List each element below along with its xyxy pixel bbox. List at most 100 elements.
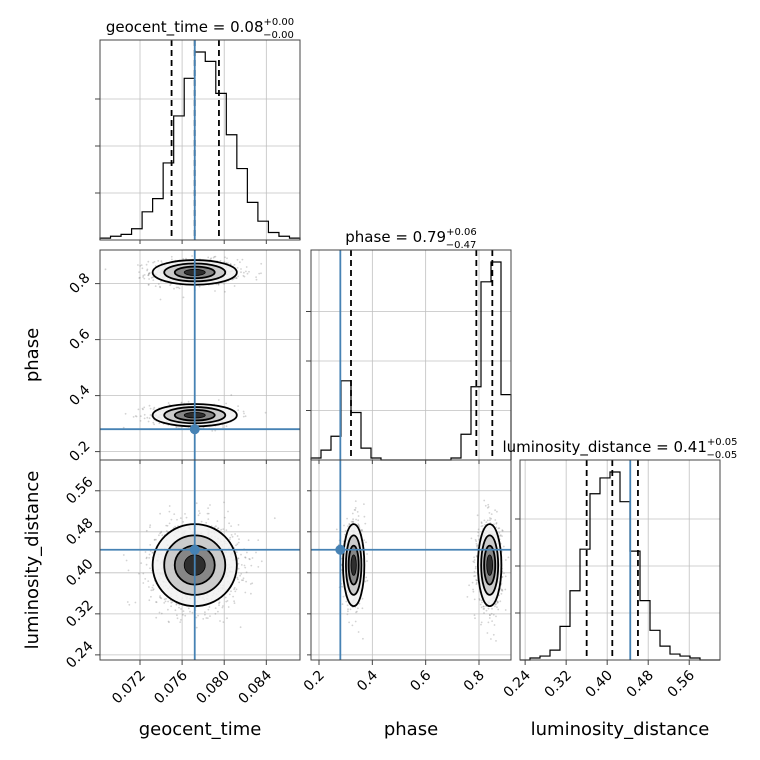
scatter-point [225, 600, 228, 603]
scatter-point [242, 579, 245, 582]
scatter-point [481, 601, 483, 604]
scatter-point [149, 524, 152, 527]
hist-step-luminosity_distance [520, 471, 720, 661]
frame-hist-luminosity_distance [519, 459, 721, 661]
scatter-point [478, 599, 481, 601]
scatter-point [494, 603, 497, 606]
scatter-point [360, 529, 362, 531]
scatter-point [498, 531, 501, 534]
scatter-point [482, 608, 485, 610]
scatter-point [140, 562, 143, 564]
scatter-point [195, 626, 198, 629]
scatter-point [217, 610, 219, 613]
scatter-point [358, 525, 361, 528]
scatter-point [237, 557, 240, 560]
scatter-point [153, 260, 156, 263]
scatter-point [160, 530, 163, 533]
scatter-point [207, 512, 210, 515]
scatter-point [198, 285, 201, 288]
title-sup-luminosity_distance: +0.05 [707, 437, 738, 448]
scatter-point [473, 614, 476, 617]
scatter-point [364, 580, 367, 583]
scatter-point [229, 536, 232, 539]
scatter-point [160, 531, 162, 534]
scatter-point [197, 514, 200, 517]
scatter-point [363, 515, 366, 518]
scatter-point [233, 602, 236, 604]
frame-layer [95, 39, 721, 665]
scatter-point [209, 615, 211, 617]
xtick-label-geocent_time-1: 0.076 [151, 667, 191, 707]
scatter-point [357, 631, 360, 633]
scatter-point [245, 580, 248, 583]
scatter-point [500, 589, 503, 592]
scatter-point [490, 612, 493, 615]
scatter-point [347, 610, 349, 613]
scatter-point [475, 579, 477, 581]
frame-scatter-luminosity_distance-vs-phase [310, 459, 512, 661]
scatter-point [148, 553, 151, 556]
scatter-point [351, 520, 354, 523]
scatter-point [476, 514, 479, 517]
scatter-point [350, 520, 353, 523]
scatter-point [143, 413, 146, 416]
scatter-point [180, 608, 182, 610]
scatter-point [214, 612, 217, 615]
scatter-point [487, 506, 490, 508]
scatter-point [187, 607, 190, 610]
scatter-point [480, 599, 483, 602]
scatter-point [475, 540, 478, 543]
scatter-point [482, 605, 485, 608]
scatter-point [167, 620, 170, 623]
scatter-point [495, 640, 497, 642]
scatter-point [474, 617, 476, 620]
contour-scatter-luminosity_distance-vs-phase-mode1-level3 [486, 554, 494, 576]
scatter-point [182, 610, 185, 612]
scatter-point [180, 402, 183, 404]
scatter-point [480, 521, 483, 523]
scatter-point [242, 274, 245, 277]
scatter-point [234, 590, 237, 593]
scatter-point [356, 511, 359, 513]
scatter-point [474, 538, 477, 541]
scatter-point [490, 517, 492, 520]
scatter-point [245, 571, 248, 574]
scatter-point [214, 290, 216, 292]
scatter-point [132, 416, 135, 418]
scatter-point [165, 524, 168, 527]
scatter-point [159, 298, 162, 301]
frame-hist-geocent_time [99, 39, 301, 241]
scatter-point [226, 600, 229, 602]
scatter-point [251, 582, 254, 585]
scatter-point [152, 589, 154, 591]
scatter-point [363, 539, 365, 542]
scatter-point [207, 608, 210, 611]
scatter-point [366, 553, 368, 555]
scatter-point [246, 272, 249, 275]
scatter-point [207, 256, 210, 259]
scatter-point [237, 541, 240, 544]
scatter-point [191, 255, 194, 257]
scatter-point [225, 425, 228, 428]
scatter-point [260, 262, 263, 265]
scatter-point [202, 426, 205, 429]
title-sub-phase: −0.47 [446, 240, 477, 251]
scatter-point [154, 285, 157, 287]
scatter-point [225, 402, 228, 405]
xlabel-phase: phase [384, 719, 438, 740]
scatter-point [157, 260, 160, 262]
hist-geocent_time [99, 40, 301, 240]
scatter-point [206, 512, 209, 515]
scatter-point [492, 613, 495, 616]
scatter-point [245, 270, 247, 273]
scatter-point [247, 539, 250, 542]
scatter-point [213, 255, 216, 258]
scatter-point [249, 583, 252, 585]
scatter-point [250, 564, 253, 567]
scatter-point [140, 264, 143, 266]
scatter-point [227, 510, 229, 513]
scatter-point [159, 596, 161, 599]
scatter-point [127, 569, 130, 572]
scatter-point [207, 518, 210, 520]
scatter-point [191, 611, 194, 614]
